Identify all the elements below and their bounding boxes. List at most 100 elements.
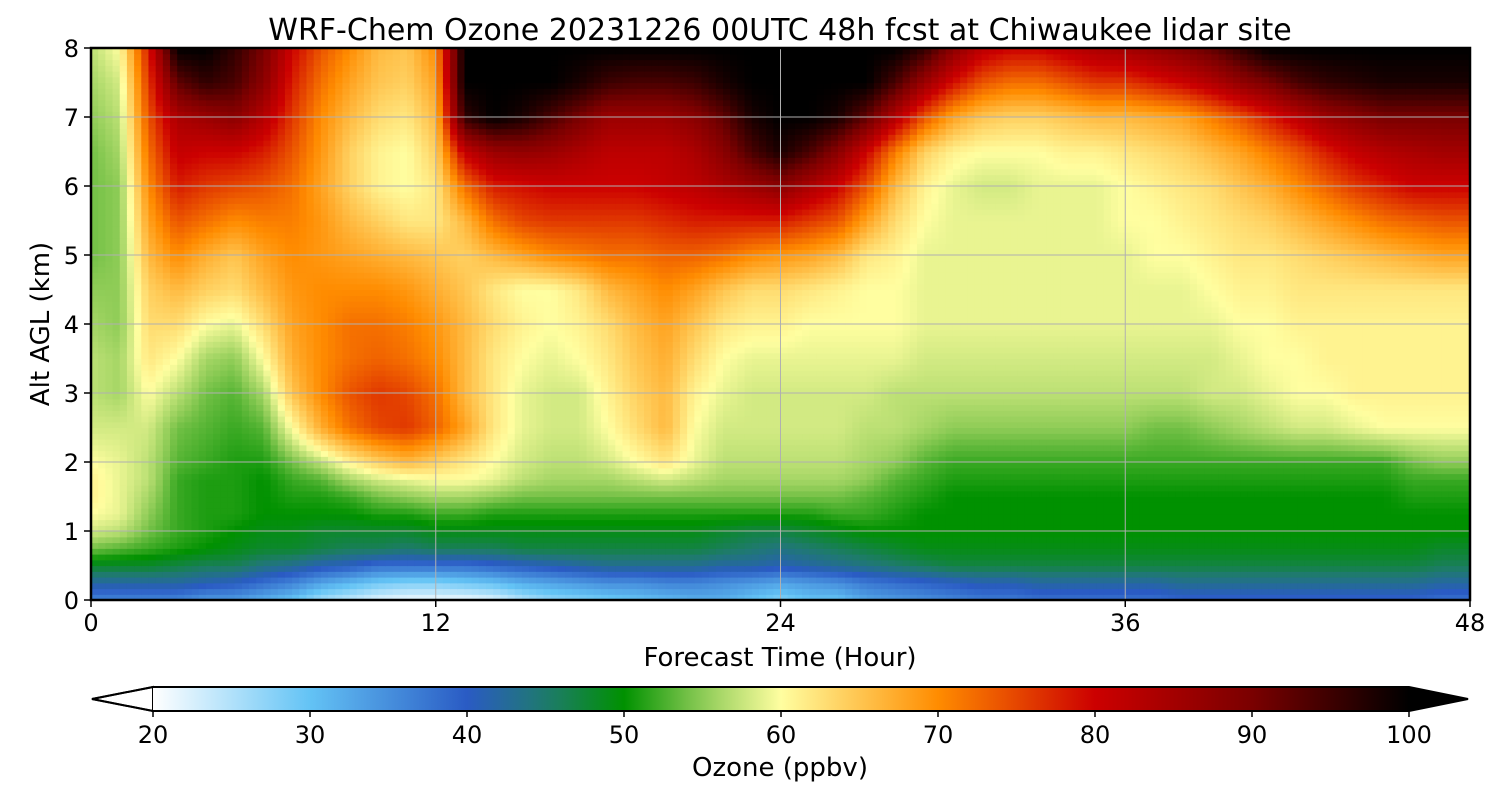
- ozone-cell: [263, 508, 271, 514]
- ozone-cell: [766, 502, 774, 508]
- ozone-cell: [321, 497, 329, 503]
- ozone-cell: [1448, 589, 1456, 595]
- ozone-cell: [227, 462, 235, 468]
- ozone-cell: [1355, 543, 1363, 549]
- ozone-cell: [306, 497, 314, 503]
- ozone-cell: [852, 543, 860, 549]
- ozone-cell: [644, 462, 652, 468]
- ozone-cell: [536, 520, 544, 526]
- ozone-cell: [996, 485, 1004, 491]
- ozone-cell: [1247, 554, 1255, 560]
- ozone-cell: [860, 548, 868, 554]
- ozone-cell: [558, 479, 566, 485]
- ozone-cell: [687, 508, 695, 514]
- ozone-cell: [543, 497, 551, 503]
- ozone-cell: [809, 543, 817, 549]
- ozone-cell: [479, 554, 487, 560]
- ozone-cell: [141, 451, 149, 457]
- ozone-cell: [1018, 468, 1026, 474]
- ozone-cell: [960, 566, 968, 572]
- ozone-cell: [529, 474, 537, 480]
- ozone-cell: [1053, 462, 1061, 468]
- ozone-cell: [716, 502, 724, 508]
- ozone-cell: [464, 531, 472, 537]
- ozone-cell: [522, 497, 530, 503]
- ozone-cell: [608, 514, 616, 520]
- ozone-cell: [838, 491, 846, 497]
- ozone-cell: [350, 566, 358, 572]
- ozone-cell: [730, 514, 738, 520]
- ozone-cell: [192, 560, 200, 566]
- ozone-cell: [723, 589, 731, 595]
- ozone-cell: [1075, 520, 1083, 526]
- ozone-cell: [529, 548, 537, 554]
- ozone-cell: [321, 479, 329, 485]
- ozone-cell: [1068, 451, 1076, 457]
- ozone-cell: [1298, 479, 1306, 485]
- ozone-cell: [515, 474, 523, 480]
- ozone-cell: [615, 531, 623, 537]
- ozone-cell: [184, 560, 192, 566]
- ozone-cell: [1140, 543, 1148, 549]
- ozone-cell: [486, 508, 494, 514]
- ozone-cell: [974, 468, 982, 474]
- ozone-cell: [148, 520, 156, 526]
- ozone-cell: [263, 497, 271, 503]
- ozone-cell: [1118, 497, 1126, 503]
- ozone-cell: [1319, 474, 1327, 480]
- ozone-cell: [1118, 543, 1126, 549]
- ozone-cell: [357, 589, 365, 595]
- ozone-cell: [1312, 589, 1320, 595]
- ozone-cell: [493, 566, 501, 572]
- ozone-cell: [701, 491, 709, 497]
- ozone-cell: [1219, 462, 1227, 468]
- ozone-cell: [752, 451, 760, 457]
- ozone-cell: [199, 566, 207, 572]
- ozone-cell: [177, 531, 185, 537]
- ozone-cell: [931, 474, 939, 480]
- ozone-cell: [457, 554, 465, 560]
- ozone-cell: [249, 491, 257, 497]
- ozone-cell: [306, 451, 314, 457]
- ozone-cell: [385, 485, 393, 491]
- ozone-cell: [1391, 497, 1399, 503]
- ozone-cell: [1075, 497, 1083, 503]
- ozone-cell: [558, 548, 566, 554]
- ozone-cell: [816, 514, 824, 520]
- ozone-cell: [1132, 485, 1140, 491]
- ozone-cell: [515, 548, 523, 554]
- ozone-cell: [141, 554, 149, 560]
- ozone-cell: [285, 571, 293, 577]
- ozone-cell: [1061, 514, 1069, 520]
- ozone-cell: [1226, 479, 1234, 485]
- ozone-cell: [558, 491, 566, 497]
- ozone-cell: [1269, 479, 1277, 485]
- ozone-cell: [967, 474, 975, 480]
- ozone-cell: [903, 485, 911, 491]
- ozone-cell: [170, 468, 178, 474]
- ozone-cell: [457, 531, 465, 537]
- ozone-cell: [615, 485, 623, 491]
- ozone-cell: [235, 577, 243, 583]
- ozone-cell: [1398, 566, 1406, 572]
- ozone-cell: [939, 566, 947, 572]
- ozone-cell: [522, 571, 530, 577]
- ozone-cell: [752, 531, 760, 537]
- ozone-cell: [314, 491, 322, 497]
- ozone-cell: [1276, 508, 1284, 514]
- ozone-cell: [953, 554, 961, 560]
- ozone-cell: [206, 462, 214, 468]
- ozone-cell: [529, 520, 537, 526]
- ozone-cell: [831, 560, 839, 566]
- ozone-cell: [1341, 548, 1349, 554]
- ozone-cell: [400, 554, 408, 560]
- ozone-cell: [170, 474, 178, 480]
- ozone-cell: [443, 583, 451, 589]
- ozone-cell: [493, 491, 501, 497]
- ozone-cell: [170, 566, 178, 572]
- ozone-cell: [867, 508, 875, 514]
- ozone-cell: [177, 451, 185, 457]
- ozone-cell: [852, 566, 860, 572]
- ozone-cell: [809, 531, 817, 537]
- ozone-cell: [694, 468, 702, 474]
